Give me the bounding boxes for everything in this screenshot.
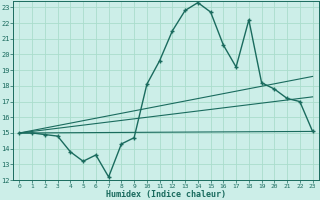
X-axis label: Humidex (Indice chaleur): Humidex (Indice chaleur) [106, 190, 226, 199]
